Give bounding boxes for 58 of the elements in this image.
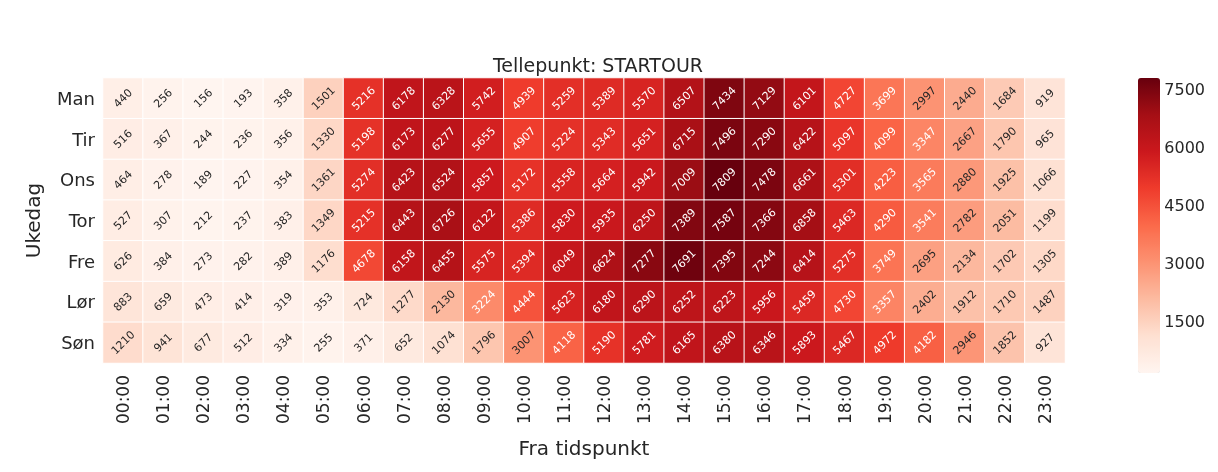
data-label: 156 [191, 86, 216, 111]
data-label: 626 [111, 249, 136, 274]
data-label: 652 [391, 330, 416, 355]
color-bar-label: 1500 [1164, 311, 1205, 331]
x-tick-label: 11:00 [553, 375, 574, 424]
x-tick-label: 02:00 [193, 375, 214, 424]
x-tick-label: 03:00 [233, 375, 254, 424]
x-tick-label: 21:00 [954, 375, 975, 424]
y-axis-title: Ukedag [21, 182, 45, 259]
x-tick-label: 00:00 [113, 375, 134, 424]
y-tick-label: Søn [61, 332, 95, 354]
x-tick-label: 18:00 [834, 375, 855, 424]
x-tick-label: 17:00 [794, 375, 815, 424]
x-tick-label: 06:00 [353, 375, 374, 424]
color-bar-label: 7500 [1164, 80, 1205, 100]
data-label: 384 [151, 249, 176, 274]
x-tick-label: 10:00 [513, 375, 534, 424]
x-tick-label: 08:00 [433, 375, 454, 424]
color-bar-label: 3000 [1164, 253, 1205, 273]
data-label: 941 [151, 330, 176, 355]
x-tick-label: 01:00 [153, 375, 174, 424]
x-tick-label: 09:00 [473, 375, 494, 424]
x-tick-label: 23:00 [1034, 375, 1055, 424]
x-tick-label: 05:00 [313, 375, 334, 424]
data-label: 440 [111, 86, 136, 111]
y-tick-label: Man [57, 87, 95, 109]
data-label: 724 [351, 289, 376, 314]
data-label: 677 [191, 330, 216, 355]
x-tick-label: 14:00 [674, 375, 695, 424]
data-label: 414 [231, 289, 256, 314]
color-bar-label: 6000 [1164, 138, 1205, 158]
y-tick-label: Lør [66, 291, 96, 313]
x-tick-label: 22:00 [994, 375, 1015, 424]
data-label: 883 [111, 289, 136, 314]
x-tick-label: 04:00 [273, 375, 294, 424]
x-tick-label: 15:00 [714, 375, 735, 424]
color-bar-label: 4500 [1164, 196, 1205, 216]
x-tick-label: 16:00 [754, 375, 775, 424]
x-tick-label: 19:00 [874, 375, 895, 424]
x-tick-label: 20:00 [914, 375, 935, 424]
chart-title: Tellepunkt: STARTOUR [491, 53, 704, 76]
x-axis-title: Fra tidspunkt [518, 436, 650, 460]
data-label: 319 [271, 289, 296, 314]
x-tick-label: 07:00 [393, 375, 414, 424]
data-label: 464 [111, 167, 136, 192]
data-label: 353 [311, 289, 336, 314]
y-tick-label: Tor [67, 210, 96, 231]
data-label: 473 [191, 289, 216, 314]
x-tick-label: 13:00 [634, 375, 655, 424]
data-label: 193 [231, 86, 256, 111]
x-tick-label: 12:00 [594, 375, 615, 424]
data-label: 389 [271, 249, 296, 274]
y-tick-label: Ons [60, 169, 95, 191]
y-tick-label: Fre [67, 250, 95, 272]
data-label: 659 [151, 289, 176, 314]
data-label: 919 [1032, 86, 1057, 111]
data-label: 371 [351, 330, 376, 355]
y-tick-label: Tir [71, 128, 96, 150]
